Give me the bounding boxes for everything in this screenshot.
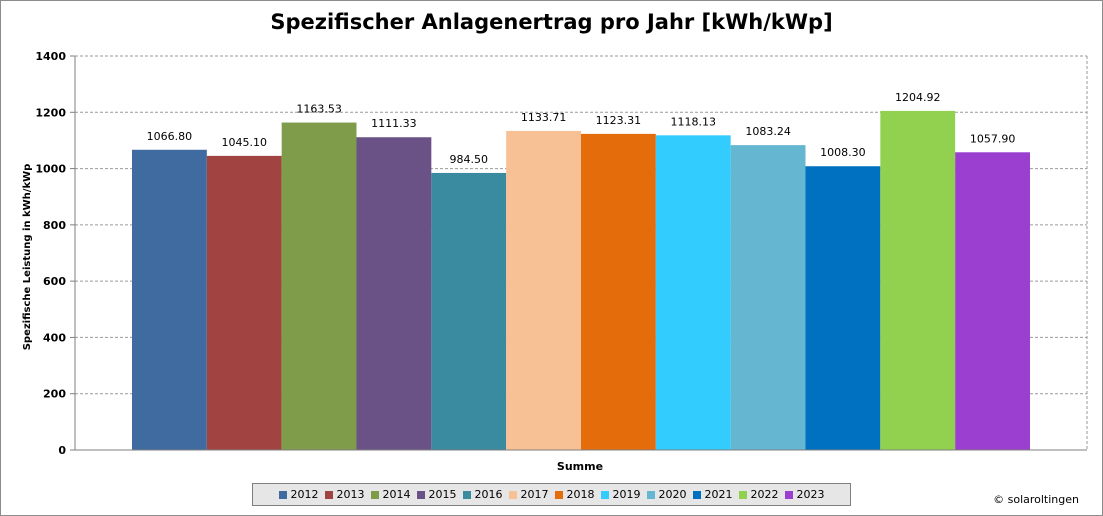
legend: 2012 2013 2014 2015 2016 2017 2018 2019 2020 2021… — [252, 483, 851, 506]
bar-2017 — [506, 130, 581, 450]
bar-2012 — [132, 149, 207, 450]
data-label-2018: 1123.31 — [596, 114, 642, 127]
legend-item-2018: 2018 — [554, 488, 595, 501]
data-label-2016: 984.50 — [450, 153, 489, 166]
legend-item-2020: 2020 — [646, 488, 687, 501]
legend-label: 2013 — [336, 488, 365, 501]
legend-item-2019: 2019 — [600, 488, 641, 501]
y-tick-label: 0 — [58, 444, 66, 457]
legend-swatch — [416, 490, 425, 499]
data-label-2012: 1066.80 — [147, 130, 193, 143]
legend-label: 2022 — [750, 488, 779, 501]
legend-swatch — [324, 490, 333, 499]
legend-item-2017: 2017 — [508, 488, 549, 501]
bar-2021 — [805, 166, 881, 450]
legend-item-2023: 2023 — [784, 488, 825, 501]
legend-label: 2014 — [382, 488, 411, 501]
legend-item-2012: 2012 — [278, 488, 319, 501]
axis-layer: 0 200 400 600 800 1000 1200 1400 Summe Spezifisch… — [22, 50, 1087, 473]
bars-layer — [132, 110, 1030, 451]
y-tick-label: 600 — [43, 275, 66, 288]
legend-label: 2019 — [612, 488, 641, 501]
legend-item-2015: 2015 — [416, 488, 457, 501]
y-tick-label: 1400 — [35, 50, 66, 63]
legend-swatch — [462, 490, 471, 499]
legend-swatch — [738, 490, 747, 499]
legend-item-2016: 2016 — [462, 488, 503, 501]
bar-2023 — [955, 152, 1030, 450]
legend-label: 2018 — [566, 488, 595, 501]
bar-2020 — [730, 145, 806, 450]
legend-swatch — [508, 490, 517, 499]
bar-2014 — [281, 122, 357, 451]
bar-2016 — [431, 172, 507, 450]
data-label-2020: 1083.24 — [745, 125, 791, 138]
data-label-2013: 1045.10 — [222, 136, 268, 149]
y-tick-label: 200 — [43, 388, 66, 401]
x-axis-label: Summe — [557, 460, 603, 473]
copyright-credit: © solaroltingen — [993, 493, 1079, 506]
labels-layer: 1066.80 1045.10 1163.53 1111.33 984.50 1133.7… — [147, 91, 1016, 166]
legend-swatch — [692, 490, 701, 499]
legend-label: 2017 — [520, 488, 549, 501]
legend-label: 2012 — [290, 488, 319, 501]
legend-item-2022: 2022 — [738, 488, 779, 501]
data-label-2015: 1111.33 — [371, 117, 417, 130]
y-axis-title: Spezifische Leistung in kWh/kWp — [22, 164, 33, 351]
legend-label: 2015 — [428, 488, 457, 501]
legend-item-2013: 2013 — [324, 488, 365, 501]
bar-2018 — [581, 133, 656, 450]
data-label-2019: 1118.13 — [671, 115, 717, 128]
data-label-2023: 1057.90 — [970, 132, 1016, 145]
y-tick-label: 400 — [43, 331, 66, 344]
legend-swatch — [370, 490, 379, 499]
legend-swatch — [278, 490, 287, 499]
legend-swatch — [600, 490, 609, 499]
bar-2013 — [206, 155, 282, 450]
legend-label: 2020 — [658, 488, 687, 501]
legend-item-2021: 2021 — [692, 488, 733, 501]
data-label-2022: 1204.92 — [895, 91, 941, 104]
data-label-2014: 1163.53 — [296, 103, 342, 116]
y-tick-label: 1000 — [35, 163, 66, 176]
legend-swatch — [784, 490, 793, 499]
y-tick-label: 1200 — [35, 106, 66, 119]
legend-label: 2023 — [796, 488, 825, 501]
data-label-2021: 1008.30 — [820, 146, 866, 159]
legend-swatch — [554, 490, 563, 499]
y-tick-label: 800 — [43, 219, 66, 232]
data-label-2017: 1133.71 — [521, 111, 567, 124]
bar-2015 — [356, 137, 432, 450]
legend-label: 2016 — [474, 488, 503, 501]
chart-title: Spezifischer Anlagenertrag pro Jahr [kWh… — [270, 10, 833, 34]
legend-label: 2021 — [704, 488, 733, 501]
legend-item-2014: 2014 — [370, 488, 411, 501]
legend-swatch — [646, 490, 655, 499]
bar-2019 — [655, 135, 731, 450]
bar-2022 — [880, 110, 956, 450]
